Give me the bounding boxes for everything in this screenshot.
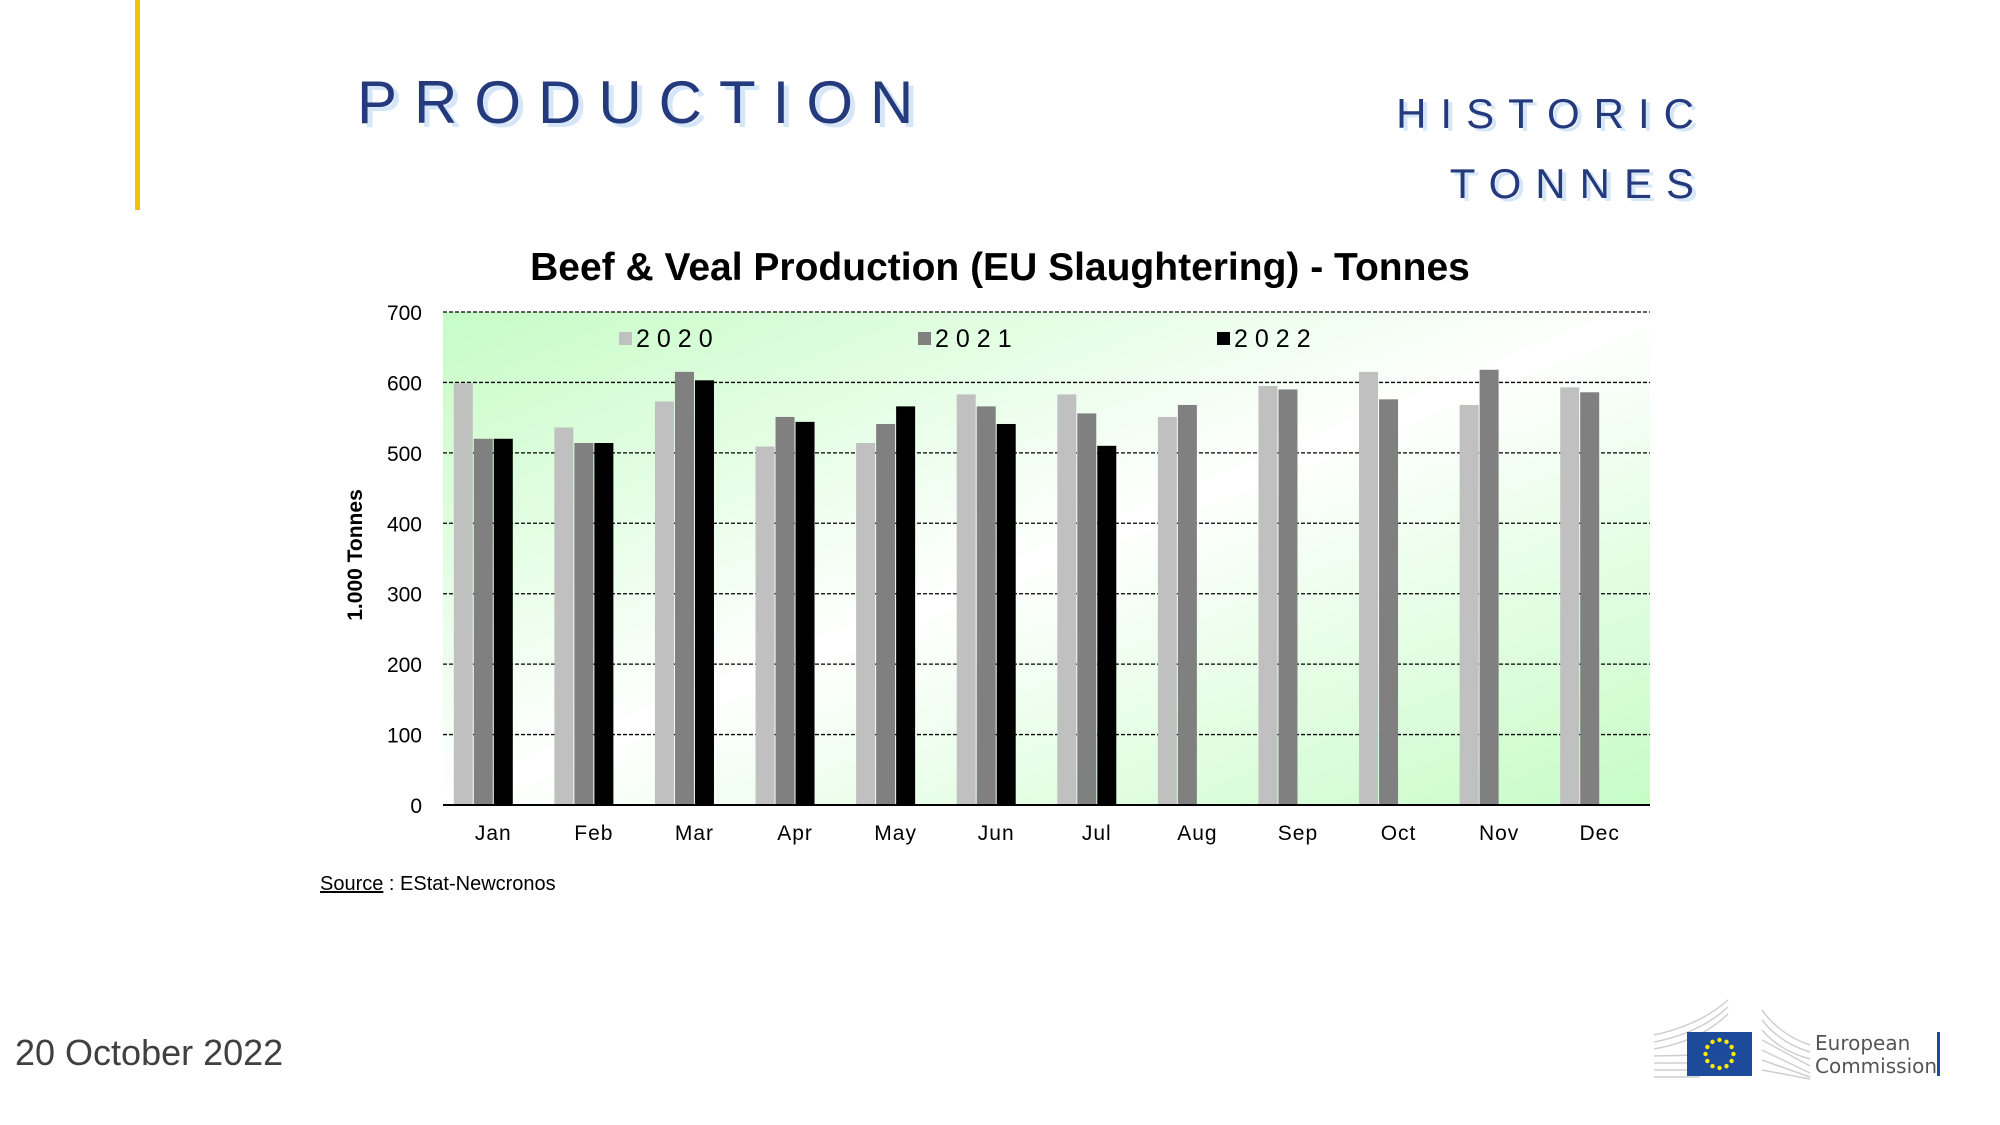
bar-2021-oct: [1379, 399, 1399, 805]
chart-title: Beef & Veal Production (EU Slaughtering)…: [530, 246, 1470, 289]
bar-2022-apr: [795, 421, 815, 805]
y-tick-label: 100: [387, 725, 422, 748]
y-tick-label: 500: [387, 443, 422, 466]
source-text: : EStat-Newcronos: [383, 873, 556, 895]
x-tick-label: Jan: [475, 822, 512, 845]
bar-2022-jul: [1097, 445, 1117, 805]
bar-2021-aug: [1177, 404, 1197, 805]
eu-star-icon: [1717, 1037, 1722, 1043]
eu-star-icon: [1729, 1044, 1734, 1050]
x-tick-label: Mar: [675, 822, 714, 845]
y-axis-title: 1.000 Tonnes: [344, 489, 367, 621]
bar-2021-dec: [1580, 392, 1600, 805]
x-tick-label: Jun: [978, 822, 1015, 845]
bar-2020-feb: [554, 427, 574, 805]
footer-date: 20 October 2022: [15, 1032, 284, 1073]
bar-2021-jan: [473, 438, 493, 805]
y-tick-label: 200: [387, 654, 422, 677]
bar-2020-sep: [1258, 385, 1278, 805]
eu-star-icon: [1705, 1058, 1710, 1064]
bar-2020-dec: [1560, 387, 1580, 805]
bar-2020-apr: [755, 446, 775, 805]
bar-2021-may: [876, 423, 896, 805]
bar-2021-jul: [1077, 413, 1097, 805]
legend-swatch-2022: [1217, 332, 1230, 345]
source-note: Source : EStat-Newcronos: [320, 873, 556, 896]
legend-swatch-2020: [619, 332, 632, 345]
bar-2021-nov: [1479, 369, 1499, 805]
eu-star-icon: [1717, 1065, 1722, 1071]
y-tick-label: 300: [387, 584, 422, 607]
y-tick-label: 700: [387, 302, 422, 325]
european-commission-logo: European Commission: [1653, 999, 1940, 1080]
logo-line2: Commission: [1815, 1054, 1937, 1078]
eu-star-icon: [1724, 1063, 1729, 1069]
source-label: Source: [320, 873, 384, 895]
bar-2022-may: [896, 406, 916, 805]
bar-2020-mar: [654, 401, 674, 805]
x-tick-label: Sep: [1278, 822, 1318, 845]
page-title: PRODUCTION: [357, 69, 931, 136]
y-tick-label: 0: [410, 795, 422, 818]
x-tick-label: Aug: [1177, 822, 1217, 845]
bar-2020-aug: [1157, 416, 1177, 805]
legend-label-2020: 2020: [636, 325, 720, 353]
accent-line: [135, 0, 140, 210]
legend-label-2021: 2021: [935, 325, 1019, 353]
subtitle-historic: HISTORIC: [1396, 90, 1708, 137]
x-tick-label: Jul: [1082, 822, 1112, 845]
bar-2020-jul: [1057, 394, 1077, 805]
bar-2020-oct: [1359, 371, 1379, 805]
bar-2021-sep: [1278, 389, 1298, 805]
bar-2021-mar: [674, 371, 694, 805]
eu-star-icon: [1710, 1039, 1715, 1045]
y-tick-label: 600: [387, 372, 422, 395]
eu-star-icon: [1710, 1063, 1715, 1069]
legend-swatch-2021: [918, 332, 931, 345]
x-tick-label: Oct: [1381, 822, 1417, 845]
plot-area: [443, 312, 1650, 805]
eu-star-icon: [1703, 1051, 1708, 1057]
x-tick-label: Apr: [777, 822, 813, 845]
eu-star-icon: [1731, 1051, 1736, 1057]
eu-star-icon: [1729, 1058, 1734, 1064]
x-tick-label: Dec: [1580, 822, 1620, 845]
logo-line1: European: [1815, 1031, 1910, 1055]
x-tick-label: Nov: [1479, 822, 1519, 845]
x-tick-label: May: [874, 822, 917, 845]
bar-2021-apr: [775, 416, 795, 805]
eu-star-icon: [1724, 1039, 1729, 1045]
x-tick-label: Feb: [574, 822, 613, 845]
eu-star-icon: [1705, 1044, 1710, 1050]
bar-2022-jan: [493, 438, 513, 805]
bar-2020-may: [856, 442, 876, 805]
bar-2020-jun: [956, 394, 976, 805]
bar-2021-jun: [976, 406, 996, 805]
legend-label-2022: 2022: [1234, 325, 1318, 353]
subtitle-tonnes: TONNES: [1449, 160, 1708, 207]
logo-bar: [1937, 1032, 1940, 1076]
bar-2021-feb: [574, 442, 594, 805]
bar-2020-nov: [1459, 404, 1479, 805]
bar-2022-jun: [996, 423, 1016, 805]
y-tick-label: 400: [387, 513, 422, 536]
bar-2020-jan: [453, 383, 473, 805]
bar-2022-feb: [594, 442, 614, 805]
bar-2022-mar: [694, 380, 714, 805]
